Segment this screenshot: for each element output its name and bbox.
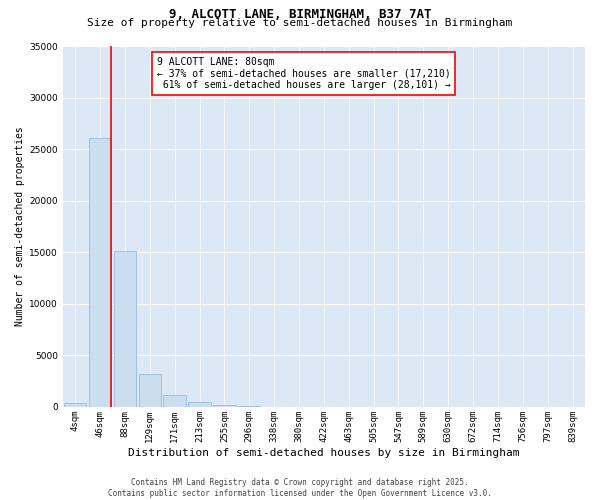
X-axis label: Distribution of semi-detached houses by size in Birmingham: Distribution of semi-detached houses by … <box>128 448 520 458</box>
Bar <box>238 406 260 407</box>
Bar <box>213 405 236 407</box>
Bar <box>89 138 111 407</box>
Bar <box>64 404 86 407</box>
Text: Size of property relative to semi-detached houses in Birmingham: Size of property relative to semi-detach… <box>88 18 512 28</box>
Bar <box>139 374 161 407</box>
Text: 9, ALCOTT LANE, BIRMINGHAM, B37 7AT: 9, ALCOTT LANE, BIRMINGHAM, B37 7AT <box>169 8 431 20</box>
Bar <box>114 251 136 407</box>
Y-axis label: Number of semi-detached properties: Number of semi-detached properties <box>15 126 25 326</box>
Text: Contains HM Land Registry data © Crown copyright and database right 2025.
Contai: Contains HM Land Registry data © Crown c… <box>108 478 492 498</box>
Text: 9 ALCOTT LANE: 80sqm
← 37% of semi-detached houses are smaller (17,210)
 61% of : 9 ALCOTT LANE: 80sqm ← 37% of semi-detac… <box>157 57 451 90</box>
Bar <box>188 402 211 407</box>
Bar <box>163 394 186 407</box>
